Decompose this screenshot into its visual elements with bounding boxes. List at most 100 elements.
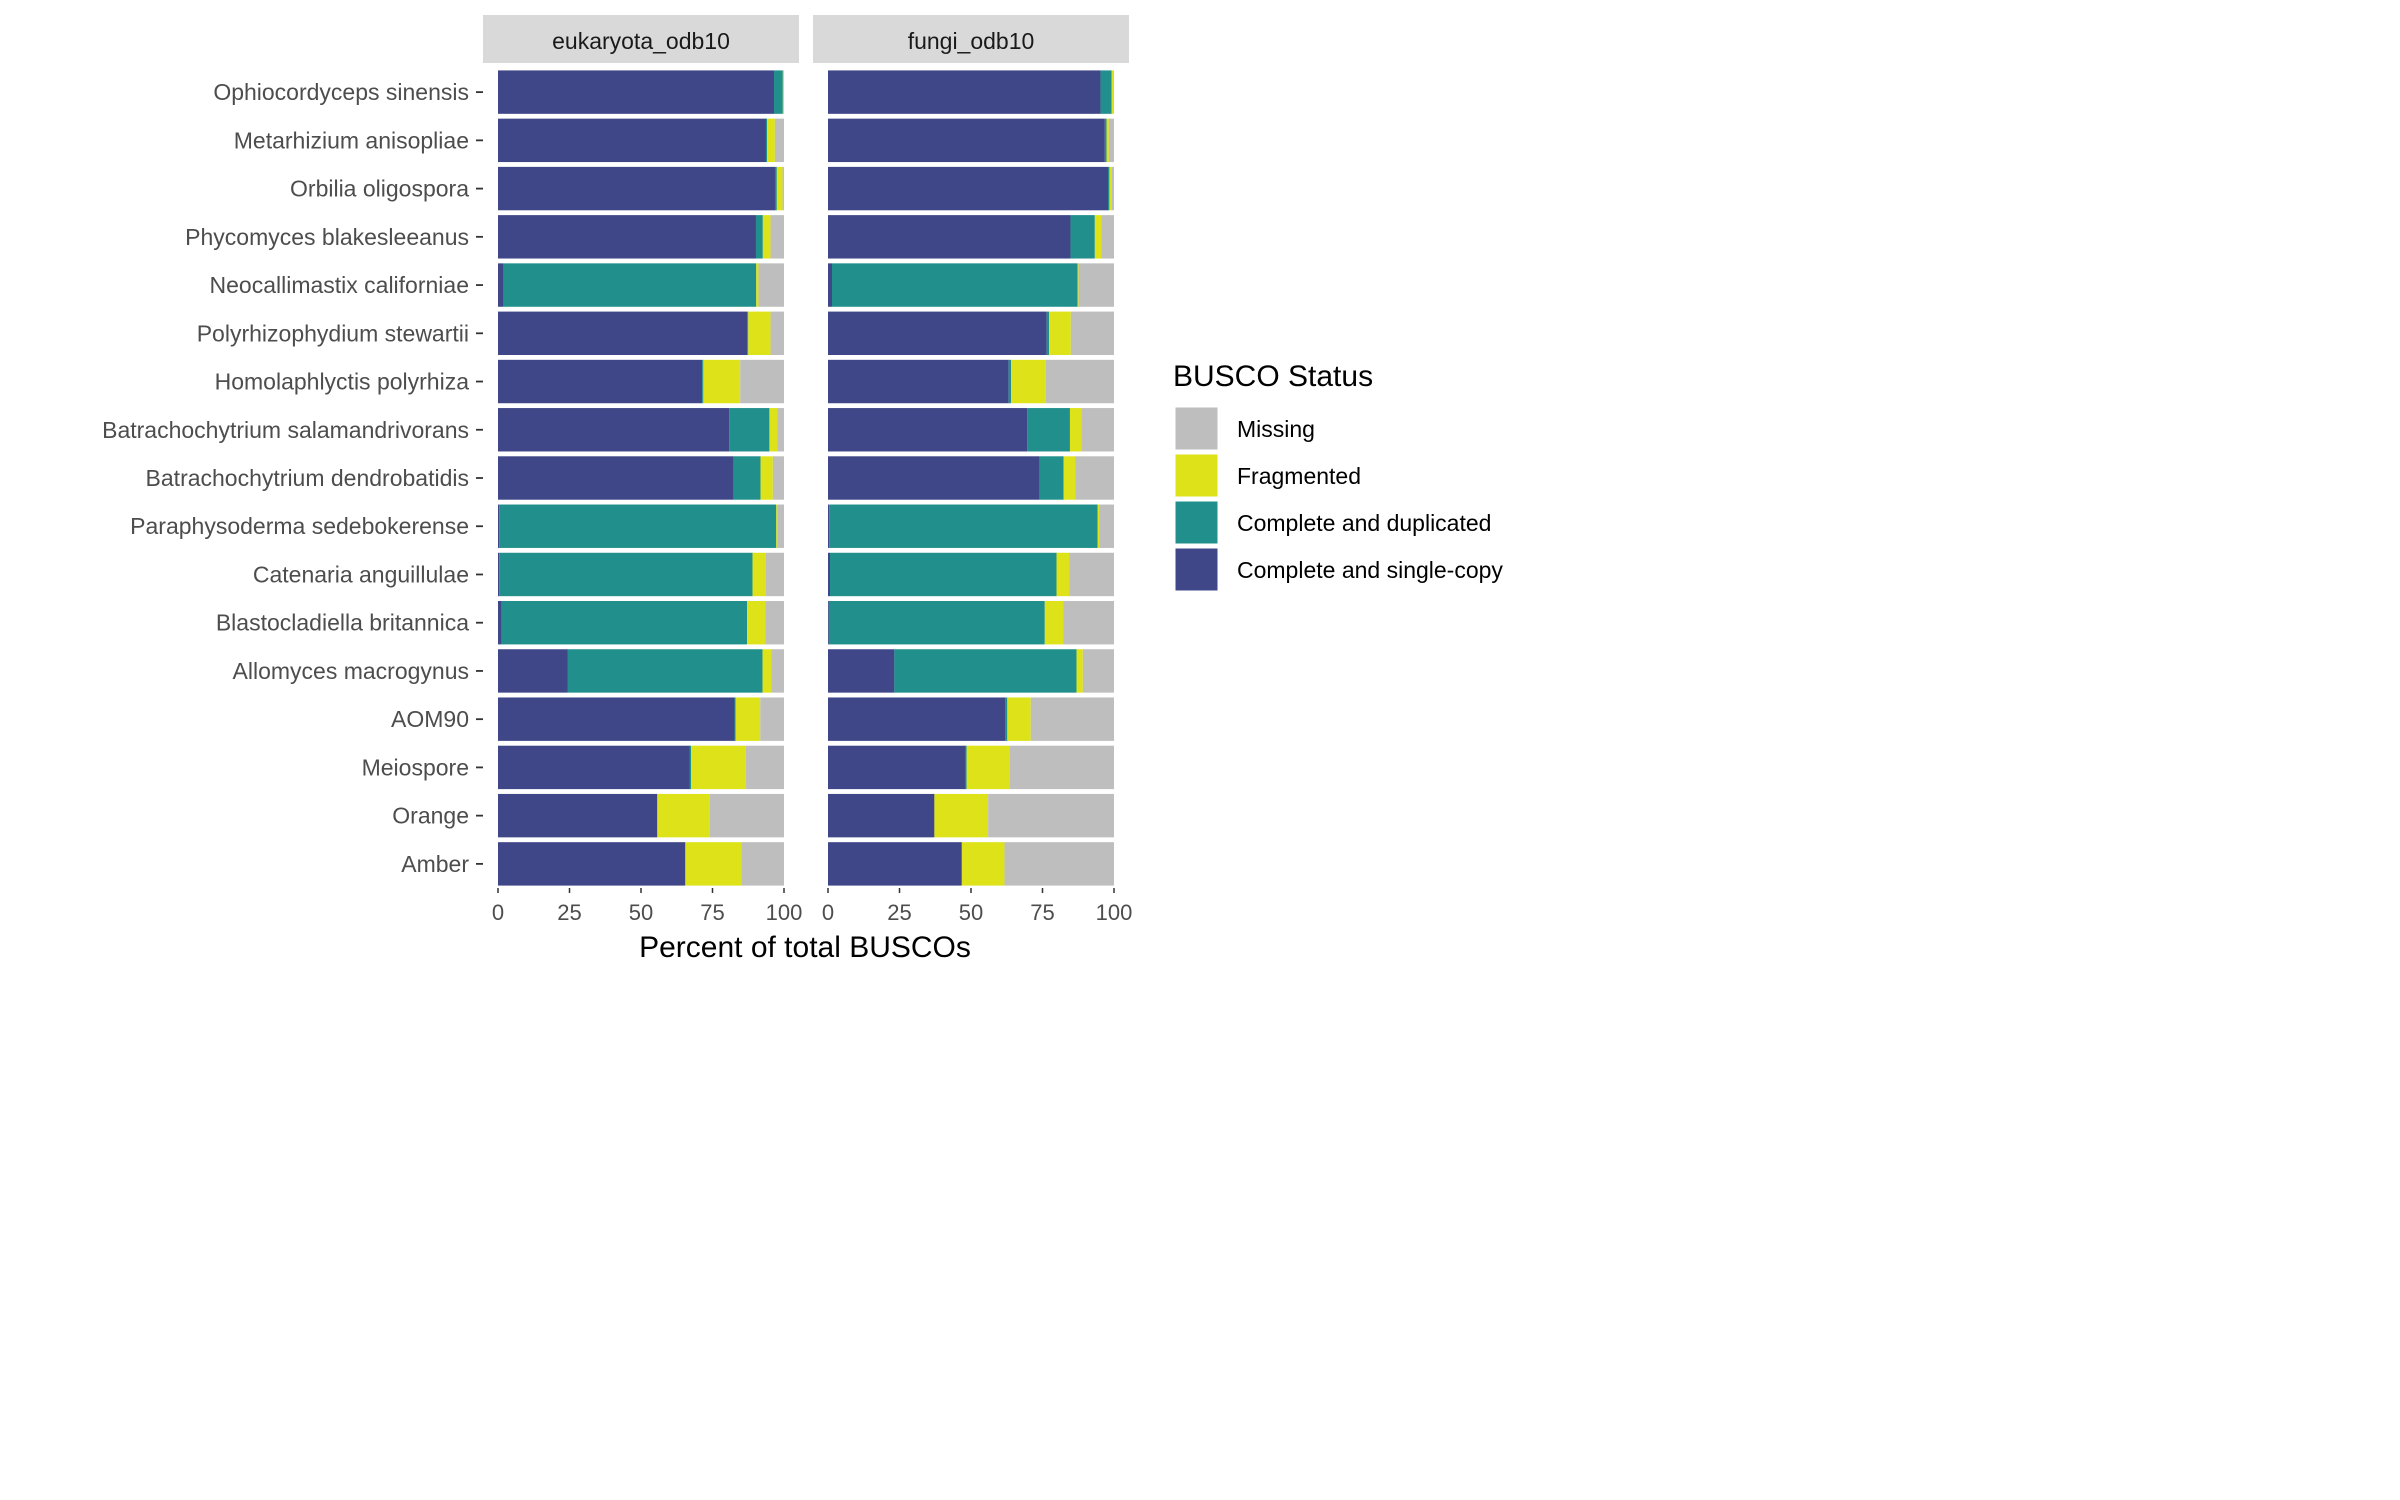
category-label-allomyces-macrogynus: Allomyces macrogynus — [233, 658, 469, 684]
bar-fungi-odb10-aom90-complete-and-duplicated — [1005, 697, 1008, 741]
bar-eukaryota-odb10-catenaria-anguillulae-missing — [765, 552, 784, 597]
bar-fungi-odb10-orbilia-oligospora-complete-and-duplicated — [1107, 166, 1110, 211]
bar-eukaryota-odb10-phycomyces-blakesleeanus-missing — [770, 215, 784, 259]
bar-fungi-odb10-aom90-missing — [1030, 697, 1114, 741]
bar-fungi-odb10-catenaria-anguillulae-missing — [1069, 552, 1114, 597]
legend-key-fragmented — [1174, 453, 1219, 498]
x-tick-label: 0 — [822, 900, 834, 925]
bar-fungi-odb10-meiospore-complete-and-single-copy — [828, 745, 966, 790]
category-label-blastocladiella-britannica: Blastocladiella britannica — [216, 610, 469, 636]
bar-fungi-odb10-neocallimastix-californiae-complete-and-single-copy — [828, 263, 833, 307]
bar-fungi-odb10-allomyces-macrogynus-complete-and-single-copy — [828, 649, 895, 693]
bar-eukaryota-odb10-batrachochytrium-salamandrivorans-complete-and-single-copy — [498, 408, 730, 452]
bar-fungi-odb10-ophiocordyceps-sinensis-missing — [1113, 70, 1114, 114]
bar-fungi-odb10-blastocladiella-britannica-fragmented — [1044, 601, 1064, 645]
bar-fungi-odb10-orbilia-oligospora-fragmented — [1109, 166, 1112, 211]
legend-label-missing: Missing — [1237, 416, 1315, 442]
bar-eukaryota-odb10-batrachochytrium-dendrobatidis-missing — [772, 456, 784, 500]
x-tick-label: 25 — [887, 900, 911, 925]
legend-title: BUSCO Status — [1173, 360, 1373, 393]
bar-eukaryota-odb10-meiospore-complete-and-single-copy — [498, 745, 690, 790]
bar-fungi-odb10-phycomyces-blakesleeanus-complete-and-duplicated — [1070, 215, 1095, 259]
bar-eukaryota-odb10-orange-fragmented — [657, 793, 710, 838]
bar-fungi-odb10-catenaria-anguillulae-complete-and-duplicated — [830, 552, 1057, 597]
bar-eukaryota-odb10-allomyces-macrogynus-fragmented — [762, 649, 772, 693]
bar-eukaryota-odb10-meiospore-complete-and-duplicated — [689, 745, 692, 790]
bar-eukaryota-odb10-allomyces-macrogynus-complete-and-single-copy — [498, 649, 568, 693]
bar-fungi-odb10-batrachochytrium-dendrobatidis-complete-and-duplicated — [1039, 456, 1064, 500]
x-tick-label: 100 — [1096, 900, 1133, 925]
bar-eukaryota-odb10-paraphysoderma-sedebokerense-missing — [777, 504, 784, 548]
category-label-polyrhizophydium-stewartii: Polyrhizophydium stewartii — [197, 320, 469, 346]
legend-key-missing — [1174, 406, 1219, 451]
legend-label-complete-and-duplicated: Complete and duplicated — [1237, 510, 1491, 536]
bar-fungi-odb10-neocallimastix-californiae-fragmented — [1077, 263, 1079, 307]
bar-eukaryota-odb10-metarhizium-anisopliae-fragmented — [767, 118, 775, 163]
category-label-batrachochytrium-salamandrivorans: Batrachochytrium salamandrivorans — [102, 417, 469, 443]
bar-eukaryota-odb10-meiospore-missing — [745, 745, 784, 790]
bar-eukaryota-odb10-orbilia-oligospora-complete-and-single-copy — [498, 166, 776, 211]
legend-key-complete-and-single-copy — [1174, 547, 1219, 592]
bar-fungi-odb10-orange-fragmented — [934, 793, 989, 838]
x-axis-title: Percent of total BUSCOs — [639, 931, 971, 964]
bar-eukaryota-odb10-metarhizium-anisopliae-complete-and-single-copy — [498, 118, 766, 163]
bar-eukaryota-odb10-polyrhizophydium-stewartii-complete-and-duplicated — [747, 311, 749, 355]
category-label-orbilia-oligospora: Orbilia oligospora — [290, 176, 469, 202]
bar-fungi-odb10-blastocladiella-britannica-complete-and-single-copy — [828, 601, 829, 645]
bar-fungi-odb10-paraphysoderma-sedebokerense-missing — [1099, 504, 1114, 548]
legend-label-complete-and-single-copy: Complete and single-copy — [1237, 557, 1503, 583]
bar-eukaryota-odb10-blastocladiella-britannica-complete-and-single-copy — [498, 601, 502, 645]
bar-fungi-odb10-batrachochytrium-dendrobatidis-complete-and-single-copy — [828, 456, 1040, 500]
bar-fungi-odb10-batrachochytrium-dendrobatidis-fragmented — [1063, 456, 1076, 500]
bar-eukaryota-odb10-aom90-fragmented — [735, 697, 761, 741]
bar-eukaryota-odb10-paraphysoderma-sedebokerense-complete-and-duplicated — [499, 504, 777, 548]
bar-fungi-odb10-paraphysoderma-sedebokerense-complete-and-single-copy — [828, 504, 830, 548]
bar-eukaryota-odb10-batrachochytrium-dendrobatidis-complete-and-single-copy — [498, 456, 734, 500]
category-label-meiospore: Meiospore — [362, 754, 469, 780]
bar-eukaryota-odb10-aom90-complete-and-duplicated — [734, 697, 736, 741]
bar-fungi-odb10-ophiocordyceps-sinensis-complete-and-single-copy — [828, 70, 1101, 114]
bar-fungi-odb10-metarhizium-anisopliae-complete-and-duplicated — [1104, 118, 1107, 163]
bar-fungi-odb10-metarhizium-anisopliae-complete-and-single-copy — [828, 118, 1105, 163]
bar-fungi-odb10-homolaphlyctis-polyrhiza-complete-and-single-copy — [828, 359, 1009, 404]
bar-eukaryota-odb10-catenaria-anguillulae-complete-and-single-copy — [498, 552, 500, 597]
bar-fungi-odb10-amber-complete-and-single-copy — [828, 842, 962, 886]
bar-eukaryota-odb10-allomyces-macrogynus-missing — [771, 649, 784, 693]
bar-fungi-odb10-ophiocordyceps-sinensis-fragmented — [1111, 70, 1114, 114]
x-tick-label: 75 — [700, 900, 724, 925]
bar-eukaryota-odb10-orbilia-oligospora-fragmented — [776, 166, 783, 211]
bar-eukaryota-odb10-batrachochytrium-dendrobatidis-complete-and-duplicated — [733, 456, 761, 500]
bar-eukaryota-odb10-polyrhizophydium-stewartii-missing — [770, 311, 784, 355]
category-label-phycomyces-blakesleeanus: Phycomyces blakesleeanus — [185, 224, 469, 250]
bar-eukaryota-odb10-polyrhizophydium-stewartii-complete-and-single-copy — [498, 311, 748, 355]
bar-fungi-odb10-metarhizium-anisopliae-fragmented — [1106, 118, 1109, 163]
bar-fungi-odb10-polyrhizophydium-stewartii-fragmented — [1049, 311, 1071, 355]
category-label-aom90: AOM90 — [391, 706, 469, 732]
bar-eukaryota-odb10-neocallimastix-californiae-complete-and-duplicated — [503, 263, 757, 307]
bar-fungi-odb10-orange-missing — [988, 793, 1114, 838]
bar-fungi-odb10-batrachochytrium-salamandrivorans-fragmented — [1069, 408, 1082, 452]
bar-eukaryota-odb10-paraphysoderma-sedebokerense-complete-and-single-copy — [498, 504, 500, 548]
bar-fungi-odb10-meiospore-complete-and-duplicated — [965, 745, 967, 790]
bar-fungi-odb10-blastocladiella-britannica-missing — [1063, 601, 1114, 645]
bar-eukaryota-odb10-aom90-complete-and-single-copy — [498, 697, 735, 741]
bar-fungi-odb10-allomyces-macrogynus-missing — [1082, 649, 1114, 693]
facet-strip-label: eukaryota_odb10 — [552, 28, 730, 54]
x-tick-label: 75 — [1030, 900, 1054, 925]
x-tick-label: 100 — [766, 900, 803, 925]
legend: BUSCO Status Missing Fragmented Complete a… — [1173, 360, 1503, 592]
bar-eukaryota-odb10-batrachochytrium-salamandrivorans-complete-and-duplicated — [729, 408, 770, 452]
bar-fungi-odb10-orange-complete-and-single-copy — [828, 793, 935, 838]
bar-eukaryota-odb10-amber-missing — [741, 842, 784, 886]
bar-eukaryota-odb10-orange-missing — [709, 793, 784, 838]
bar-fungi-odb10-metarhizium-anisopliae-missing — [1108, 118, 1114, 163]
bar-fungi-odb10-amber-fragmented — [961, 842, 1005, 886]
bar-eukaryota-odb10-amber-complete-and-single-copy — [498, 842, 686, 886]
bar-eukaryota-odb10-neocallimastix-californiae-fragmented — [756, 263, 759, 307]
bar-eukaryota-odb10-batrachochytrium-salamandrivorans-missing — [777, 408, 784, 452]
facets-layer: eukaryota_odb10 0 25 50 75 100 fungi_odb10 0 25 5… — [483, 15, 1132, 925]
bar-fungi-odb10-aom90-fragmented — [1007, 697, 1031, 741]
bar-fungi-odb10-aom90-complete-and-single-copy — [828, 697, 1006, 741]
facet-fungi-odb10: fungi_odb10 0 25 50 75 100 — [813, 15, 1132, 925]
bar-eukaryota-odb10-paraphysoderma-sedebokerense-fragmented — [776, 504, 778, 548]
